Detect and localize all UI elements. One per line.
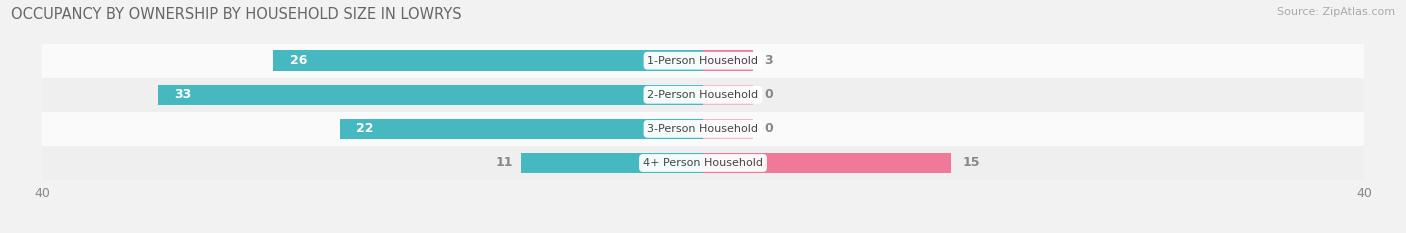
Bar <box>157 85 703 105</box>
Text: 33: 33 <box>174 88 191 101</box>
Text: 2-Person Household: 2-Person Household <box>647 90 759 100</box>
Bar <box>273 51 703 71</box>
Text: 11: 11 <box>495 157 513 169</box>
Text: 0: 0 <box>763 122 773 135</box>
Text: 1-Person Household: 1-Person Household <box>648 56 758 66</box>
Bar <box>42 146 1364 180</box>
Text: Source: ZipAtlas.com: Source: ZipAtlas.com <box>1277 7 1395 17</box>
Text: 26: 26 <box>290 54 308 67</box>
Text: 0: 0 <box>763 88 773 101</box>
Bar <box>703 153 950 173</box>
Text: OCCUPANCY BY OWNERSHIP BY HOUSEHOLD SIZE IN LOWRYS: OCCUPANCY BY OWNERSHIP BY HOUSEHOLD SIZE… <box>11 7 463 22</box>
Text: 3: 3 <box>763 54 773 67</box>
Text: 3-Person Household: 3-Person Household <box>648 124 758 134</box>
Bar <box>42 44 1364 78</box>
Text: 4+ Person Household: 4+ Person Household <box>643 158 763 168</box>
Bar <box>703 119 752 139</box>
Bar <box>703 51 752 71</box>
Bar <box>522 153 703 173</box>
Bar <box>339 119 703 139</box>
Bar <box>703 85 752 105</box>
Bar <box>42 78 1364 112</box>
Bar <box>42 112 1364 146</box>
Text: 15: 15 <box>962 157 980 169</box>
Text: 22: 22 <box>356 122 374 135</box>
